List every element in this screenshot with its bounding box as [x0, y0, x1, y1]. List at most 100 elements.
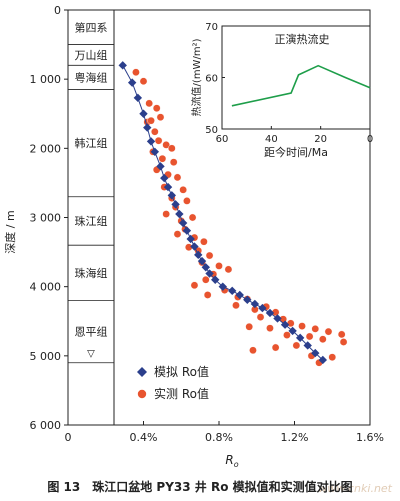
measured-ro-point [201, 275, 210, 284]
simulated-ro-point [228, 286, 237, 296]
x-tick-label: 0.4% [130, 431, 158, 444]
measured-ro-point [162, 210, 170, 218]
y-tick-label: 2 000 [30, 142, 62, 155]
caption-text: 珠江口盆地 PY33 井 Ro 模拟值和实测值对比图 [92, 480, 353, 494]
measured-ro-point [139, 77, 148, 86]
measured-ro-point [249, 346, 257, 355]
measured-ro-point [232, 301, 240, 310]
simulated-ro-point [146, 137, 156, 146]
measured-ro-point [169, 158, 178, 166]
simulated-ro-point [175, 209, 184, 219]
simulated-ro-point [150, 147, 160, 156]
simulated-ro-point [160, 173, 169, 183]
inset-x-tick-label: 60 [216, 134, 229, 145]
simulated-ro-point [273, 314, 282, 323]
measured-ro-point [158, 154, 167, 163]
inset-y-axis-title: 热流值/(mW/m²) [190, 38, 203, 116]
legend-simulated-label: 模拟 Ro值 [154, 364, 209, 379]
x-tick-label: 0.8% [205, 431, 233, 444]
strata-label: 珠江组 [75, 214, 108, 228]
measured-ro-point [256, 313, 265, 321]
measured-ro-point [337, 330, 346, 339]
simulated-ro-point [303, 341, 312, 350]
measured-ro-point [147, 116, 155, 125]
measured-ro-point [286, 319, 295, 328]
simulated-ro-point [127, 78, 137, 87]
inset-x-tick-label: 0 [367, 134, 373, 145]
watermark-text: www.cnki.net [318, 482, 392, 495]
measured-ro-point [151, 127, 159, 136]
heat-flow-line [231, 64, 371, 107]
x-tick-label: 1.2% [281, 431, 309, 444]
inset-x-tick-label: 20 [314, 134, 327, 145]
simulated-ro-point [288, 326, 297, 336]
simulated-ro-point [171, 200, 180, 209]
simulated-ro-point [133, 93, 143, 103]
y-axis-title: 深度 / m [3, 210, 17, 253]
simulated-ro-point [118, 61, 127, 70]
simulated-ro-point [211, 275, 220, 284]
measured-ro-point [200, 237, 208, 246]
measured-ro-point [190, 281, 199, 290]
caption-number: 图 13 [47, 480, 81, 494]
simulated-ro-point [163, 182, 173, 192]
measured-ro-point [319, 335, 327, 344]
measured-ro-point [266, 324, 274, 332]
simulated-ro-point [167, 191, 177, 200]
measured-ro-point [328, 353, 337, 362]
measured-ro-point [152, 104, 161, 113]
strata-label: 万山组 [75, 48, 108, 62]
strata-label: 第四系 [75, 20, 108, 34]
y-tick-label: 1 000 [30, 73, 62, 86]
simulated-ro-point [190, 242, 199, 251]
inset-x-axis-title: 距今时间/Ma [264, 145, 328, 159]
measured-ro-point [224, 265, 233, 274]
simulated-ro-point [265, 308, 275, 318]
inset-y-tick-label: 60 [205, 74, 218, 85]
measured-ro-point [203, 291, 212, 299]
main-y-axis: 0 1 000 2 000 3 000 4 000 5 000 6 000 [30, 4, 68, 432]
y-tick-label: 0 [54, 4, 61, 17]
x-axis-title: Ro [225, 453, 238, 469]
measured-ro-point [173, 173, 182, 182]
legend-simulated-symbol [137, 367, 147, 377]
inset-y-tick-label: 50 [205, 125, 218, 136]
simulated-ro-point [258, 303, 267, 313]
legend-measured-symbol [137, 389, 147, 399]
simulated-ro-point [250, 299, 260, 309]
simulated-ro-point [143, 123, 152, 132]
measured-ro-point [339, 338, 348, 346]
strata-marker-symbol: ▽ [87, 348, 95, 359]
y-tick-label: 4 000 [30, 281, 62, 294]
simulated-ro-point [218, 282, 227, 291]
inset-title: 正演热流史 [275, 32, 330, 46]
inset-y-tick-label: 70 [205, 22, 218, 33]
measured-ro-point [324, 327, 333, 336]
measured-ro-point [132, 68, 140, 77]
y-tick-label: 3 000 [30, 212, 62, 225]
simulated-ro-point [182, 226, 192, 235]
measured-ro-point [156, 113, 165, 122]
simulated-ro-point [295, 333, 305, 343]
simulated-ro-point [280, 320, 290, 329]
strata-label: 恩平组 [75, 325, 108, 339]
y-tick-label: 5 000 [30, 350, 62, 363]
main-x-axis: 0 0.4% 0.8% 1.2% 1.6% [65, 421, 384, 444]
measured-ro-point [145, 99, 153, 108]
simulated-ro-point [205, 269, 214, 278]
simulated-ro-point [186, 234, 195, 244]
simulated-ro-point [194, 250, 203, 260]
simulated-ro-point [178, 218, 188, 228]
measured-ro-point [283, 331, 291, 339]
measured-ro-point [173, 230, 182, 238]
measured-ro-point [188, 213, 197, 222]
measured-ro-point [305, 332, 314, 341]
figure-caption: 图 13 珠江口盆地 PY33 井 Ro 模拟值和实测值对比图 [0, 478, 400, 495]
simulated-ro-point [311, 348, 320, 358]
measured-ro-point [183, 197, 191, 205]
measured-ro-point [245, 322, 253, 331]
measured-ro-point [298, 322, 306, 330]
